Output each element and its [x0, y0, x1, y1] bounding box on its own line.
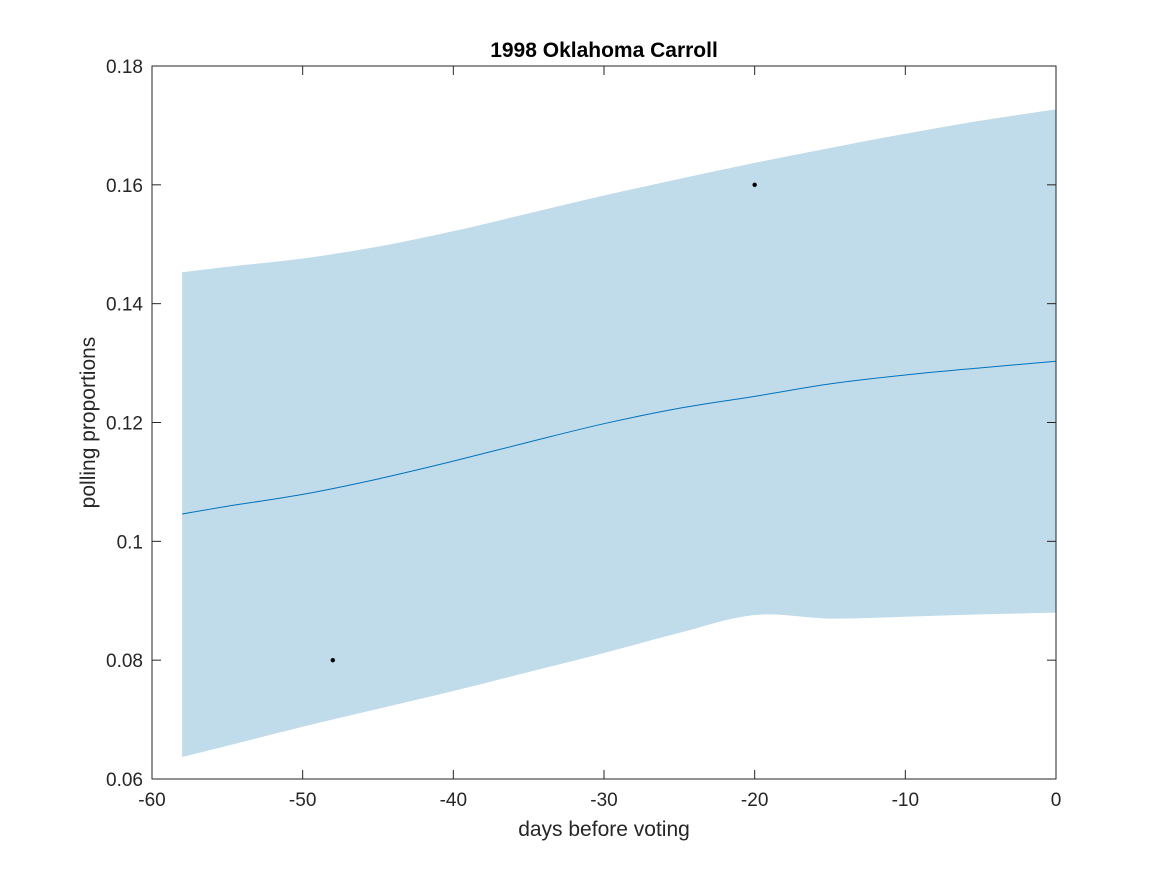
y-tick-label: 0.16	[106, 176, 143, 197]
y-axis-label: polling proportions	[77, 337, 100, 509]
y-tick-label: 0.18	[106, 57, 143, 78]
x-tick-label: -10	[892, 790, 919, 811]
chart-title: 1998 Oklahoma Carroll	[490, 39, 718, 62]
y-tick-label: 0.08	[106, 651, 143, 672]
x-tick-label: 0	[1051, 790, 1062, 811]
x-tick-label: -40	[440, 790, 467, 811]
y-axis-ticks: 0.06 0.08 0.1 0.12 0.14 0.16 0.18	[106, 57, 1056, 791]
x-tick-label: -60	[138, 790, 165, 811]
x-tick-label: -50	[289, 790, 316, 811]
x-axis-ticks: -60 -50 -40 -30 -20 -10 0	[138, 66, 1061, 811]
x-tick-label: -20	[741, 790, 768, 811]
data-points	[330, 182, 757, 663]
y-tick-label: 0.06	[106, 770, 143, 791]
y-tick-label: 0.12	[106, 414, 143, 435]
data-point	[752, 182, 757, 188]
data-point	[330, 657, 335, 663]
confidence-band	[182, 109, 1056, 758]
x-tick-label: -30	[590, 790, 617, 811]
y-tick-label: 0.1	[117, 532, 143, 553]
mean-line	[182, 360, 1057, 515]
x-axis-label: days before voting	[518, 818, 690, 841]
y-tick-label: 0.14	[106, 295, 143, 316]
